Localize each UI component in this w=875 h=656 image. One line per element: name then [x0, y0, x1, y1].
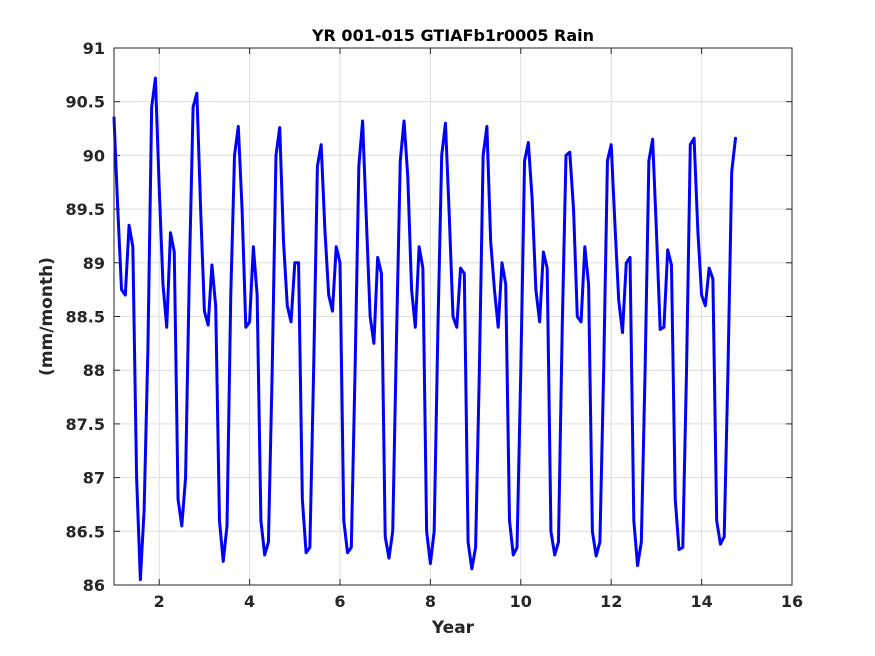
y-tick-label: 91	[83, 39, 105, 58]
y-tick-label: 90	[83, 146, 105, 165]
x-tick-label: 16	[781, 592, 803, 611]
x-tick-label: 14	[690, 592, 712, 611]
y-tick-label: 86.5	[66, 522, 105, 541]
y-tick-label: 87.5	[66, 415, 105, 434]
x-tick-label: 2	[154, 592, 165, 611]
y-tick-label: 88.5	[66, 308, 105, 327]
y-tick-label: 88	[83, 361, 105, 380]
x-tick-label: 6	[334, 592, 345, 611]
y-tick-label: 90.5	[66, 93, 105, 112]
y-tick-label: 87	[83, 469, 105, 488]
x-axis-label: Year	[431, 618, 475, 638]
y-tick-label: 89.5	[66, 200, 105, 219]
y-tick-label: 89	[83, 254, 105, 273]
chart-title: YR 001-015 GTIAFb1r0005 Rain	[311, 26, 594, 45]
x-tick-label: 12	[600, 592, 622, 611]
series-line	[112, 76, 737, 582]
ticks: 2 4 6 8 10 12 14 16 86 86.5 87 87.5 88 88.5 89 89.5 90 90…	[66, 39, 804, 611]
x-tick-label: 10	[510, 592, 532, 611]
series-layer	[112, 76, 737, 582]
x-tick-label: 4	[244, 592, 255, 611]
x-tick-label: 8	[425, 592, 436, 611]
y-axis-label: (mm/month)	[37, 257, 57, 376]
y-tick-label: 86	[83, 576, 105, 595]
